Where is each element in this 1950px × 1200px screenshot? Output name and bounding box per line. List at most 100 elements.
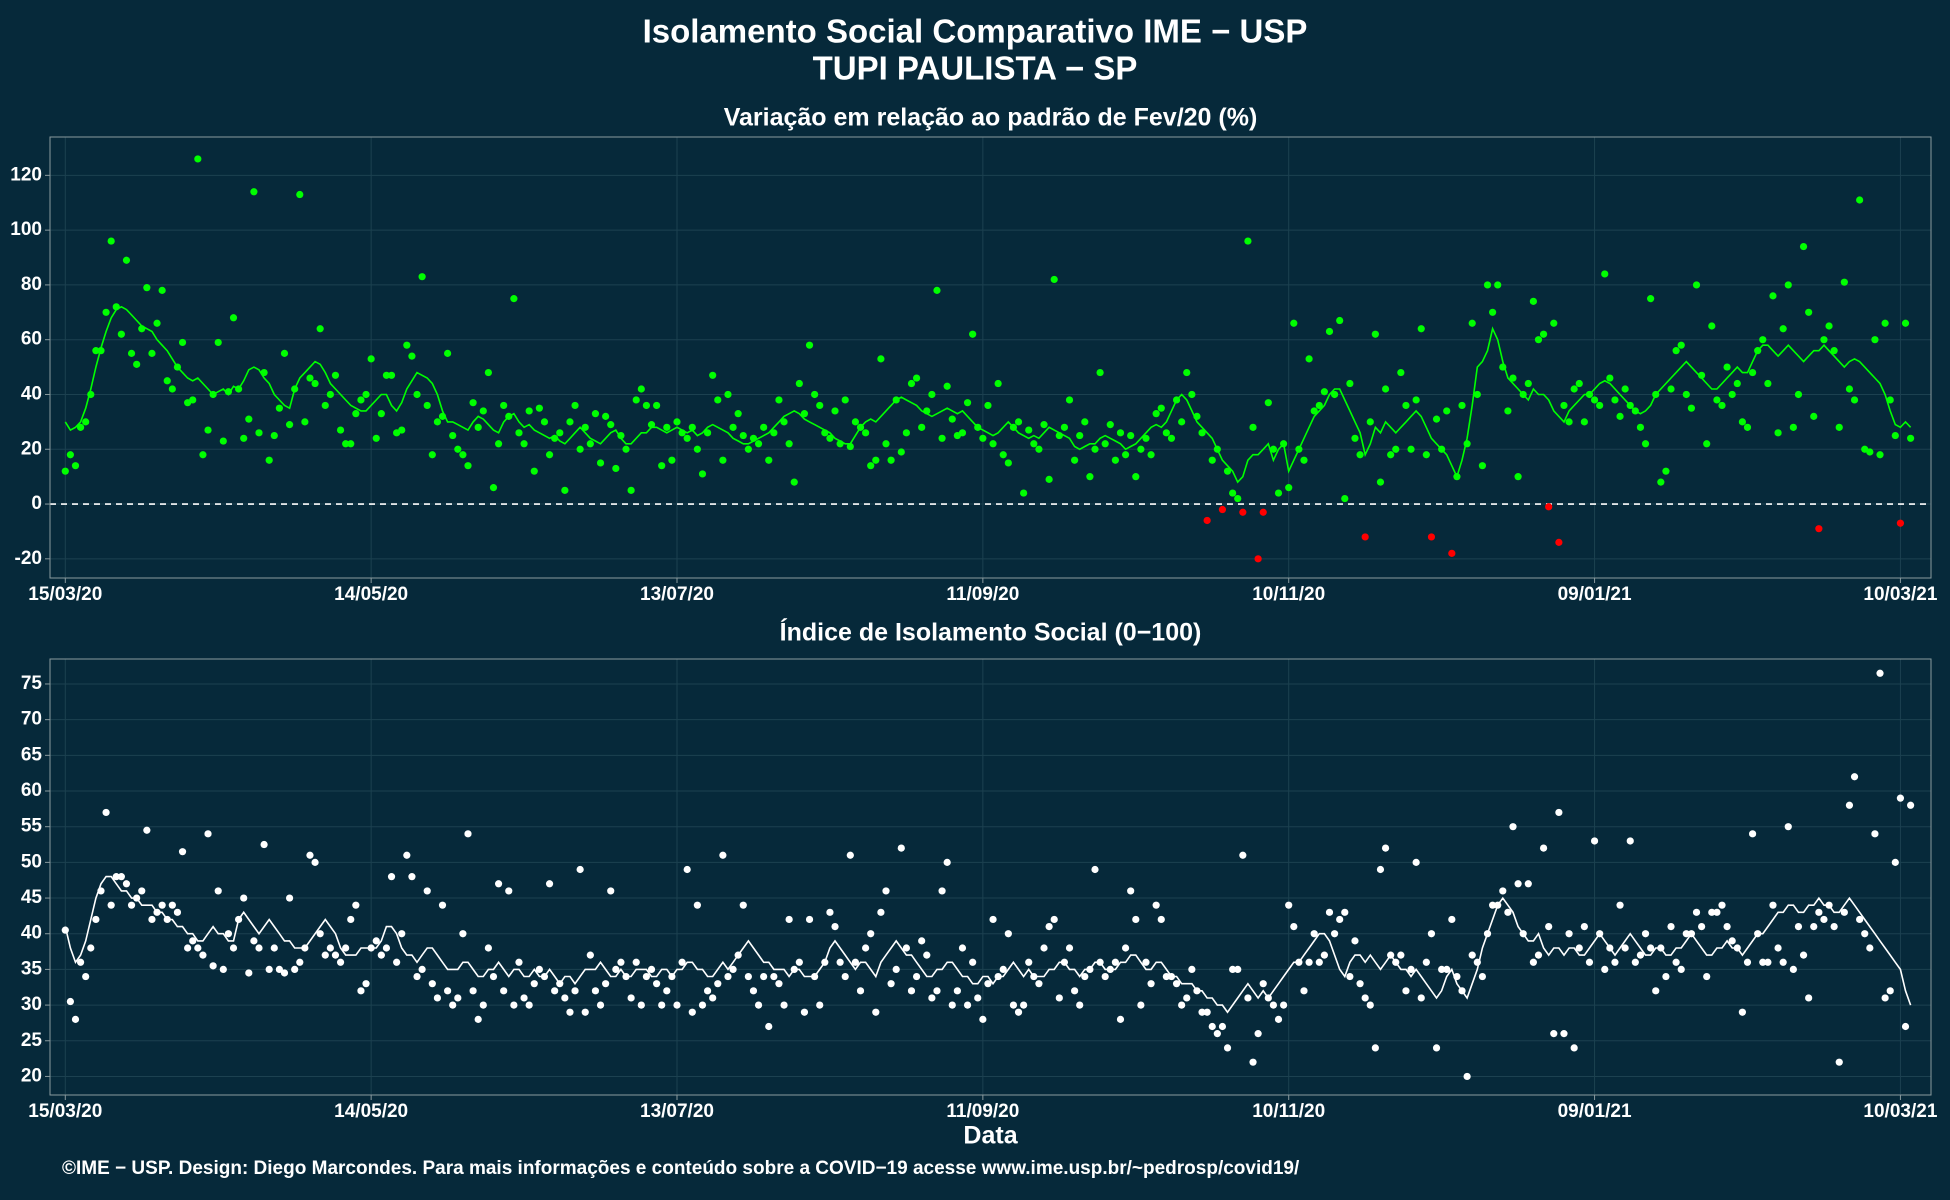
data-point xyxy=(143,826,151,834)
data-point xyxy=(795,958,803,966)
data-point xyxy=(1810,412,1818,420)
data-point xyxy=(423,401,431,410)
data-point xyxy=(1330,930,1339,938)
data-point xyxy=(1596,401,1604,410)
data-point xyxy=(1616,901,1624,909)
data-point xyxy=(841,396,849,404)
footer: ©IME − USP. Design: Diego Marcondes. Par… xyxy=(62,1158,1300,1179)
data-point xyxy=(703,987,712,995)
data-point xyxy=(999,965,1007,974)
data-point xyxy=(1662,467,1670,475)
data-point xyxy=(897,844,905,852)
data-point xyxy=(1071,987,1079,995)
y-tick-label: 60 xyxy=(21,329,42,350)
data-point xyxy=(418,965,426,974)
data-point xyxy=(1427,930,1436,938)
data-point xyxy=(214,338,222,347)
data-point xyxy=(566,418,574,426)
data-point xyxy=(591,410,600,418)
data-point xyxy=(1667,385,1675,393)
data-point xyxy=(1901,319,1910,327)
data-point xyxy=(189,396,197,404)
data-point xyxy=(693,901,701,909)
data-point xyxy=(1076,431,1084,440)
data-point xyxy=(1091,445,1099,453)
data-point xyxy=(1132,915,1140,924)
data-point xyxy=(607,887,615,895)
data-point xyxy=(331,951,340,959)
data-point xyxy=(785,915,793,924)
data-point xyxy=(877,355,885,363)
data-point xyxy=(372,434,380,442)
data-point xyxy=(464,830,472,838)
data-point xyxy=(1055,994,1063,1002)
data-point xyxy=(510,295,518,303)
data-point xyxy=(347,915,355,924)
data-point xyxy=(189,937,197,945)
data-point xyxy=(296,190,304,199)
data-point xyxy=(586,440,594,448)
data-point xyxy=(1387,451,1395,459)
data-point xyxy=(632,958,640,966)
data-point xyxy=(1264,399,1272,407)
data-point xyxy=(1611,958,1619,966)
data-point xyxy=(571,401,579,410)
data-point xyxy=(663,423,671,431)
data-point xyxy=(1310,930,1318,938)
data-point xyxy=(1743,423,1752,431)
data-point xyxy=(1514,473,1522,481)
data-point xyxy=(826,908,834,916)
data-point xyxy=(1361,994,1369,1002)
data-point xyxy=(1269,445,1278,453)
data-point xyxy=(342,944,350,952)
data-point xyxy=(1718,401,1726,410)
data-point xyxy=(1106,421,1114,429)
data-point xyxy=(1203,1008,1211,1016)
data-point xyxy=(1239,508,1247,516)
data-point xyxy=(387,371,396,379)
data-point xyxy=(729,965,737,974)
data-point xyxy=(459,451,467,459)
data-point xyxy=(1657,478,1665,486)
data-point xyxy=(785,440,793,448)
data-point xyxy=(877,908,885,916)
data-point xyxy=(1743,958,1752,966)
data-point xyxy=(1280,1001,1288,1009)
data-point xyxy=(250,937,258,945)
data-point xyxy=(1407,445,1415,453)
y-tick-label: 30 xyxy=(21,994,42,1015)
data-point xyxy=(408,873,416,881)
data-point xyxy=(1432,1044,1441,1052)
data-point xyxy=(275,965,283,974)
data-point xyxy=(1891,858,1899,866)
data-point xyxy=(754,440,763,448)
data-point xyxy=(1850,773,1859,781)
data-point xyxy=(1840,908,1848,916)
data-point xyxy=(505,887,513,895)
data-point xyxy=(1509,374,1517,382)
data-point xyxy=(1907,801,1915,809)
data-point xyxy=(1325,327,1334,336)
data-point xyxy=(1621,944,1629,952)
data-point xyxy=(1035,445,1043,453)
data-point xyxy=(413,390,421,399)
data-point xyxy=(1178,1001,1186,1009)
data-point xyxy=(1545,922,1553,931)
data-point xyxy=(1805,994,1813,1002)
data-point xyxy=(1861,930,1869,938)
data-point xyxy=(285,421,294,429)
data-point xyxy=(1560,401,1568,410)
data-point xyxy=(678,958,686,966)
data-point xyxy=(1545,503,1553,511)
data-point xyxy=(291,965,299,974)
data-point xyxy=(1626,837,1634,845)
data-point xyxy=(1121,944,1130,952)
data-point xyxy=(382,371,391,379)
data-point xyxy=(1748,368,1757,377)
data-point xyxy=(270,944,278,952)
data-point xyxy=(306,851,314,859)
data-point xyxy=(1009,1001,1018,1009)
data-point xyxy=(413,972,421,981)
data-point xyxy=(1397,368,1405,377)
data-point xyxy=(775,396,783,404)
